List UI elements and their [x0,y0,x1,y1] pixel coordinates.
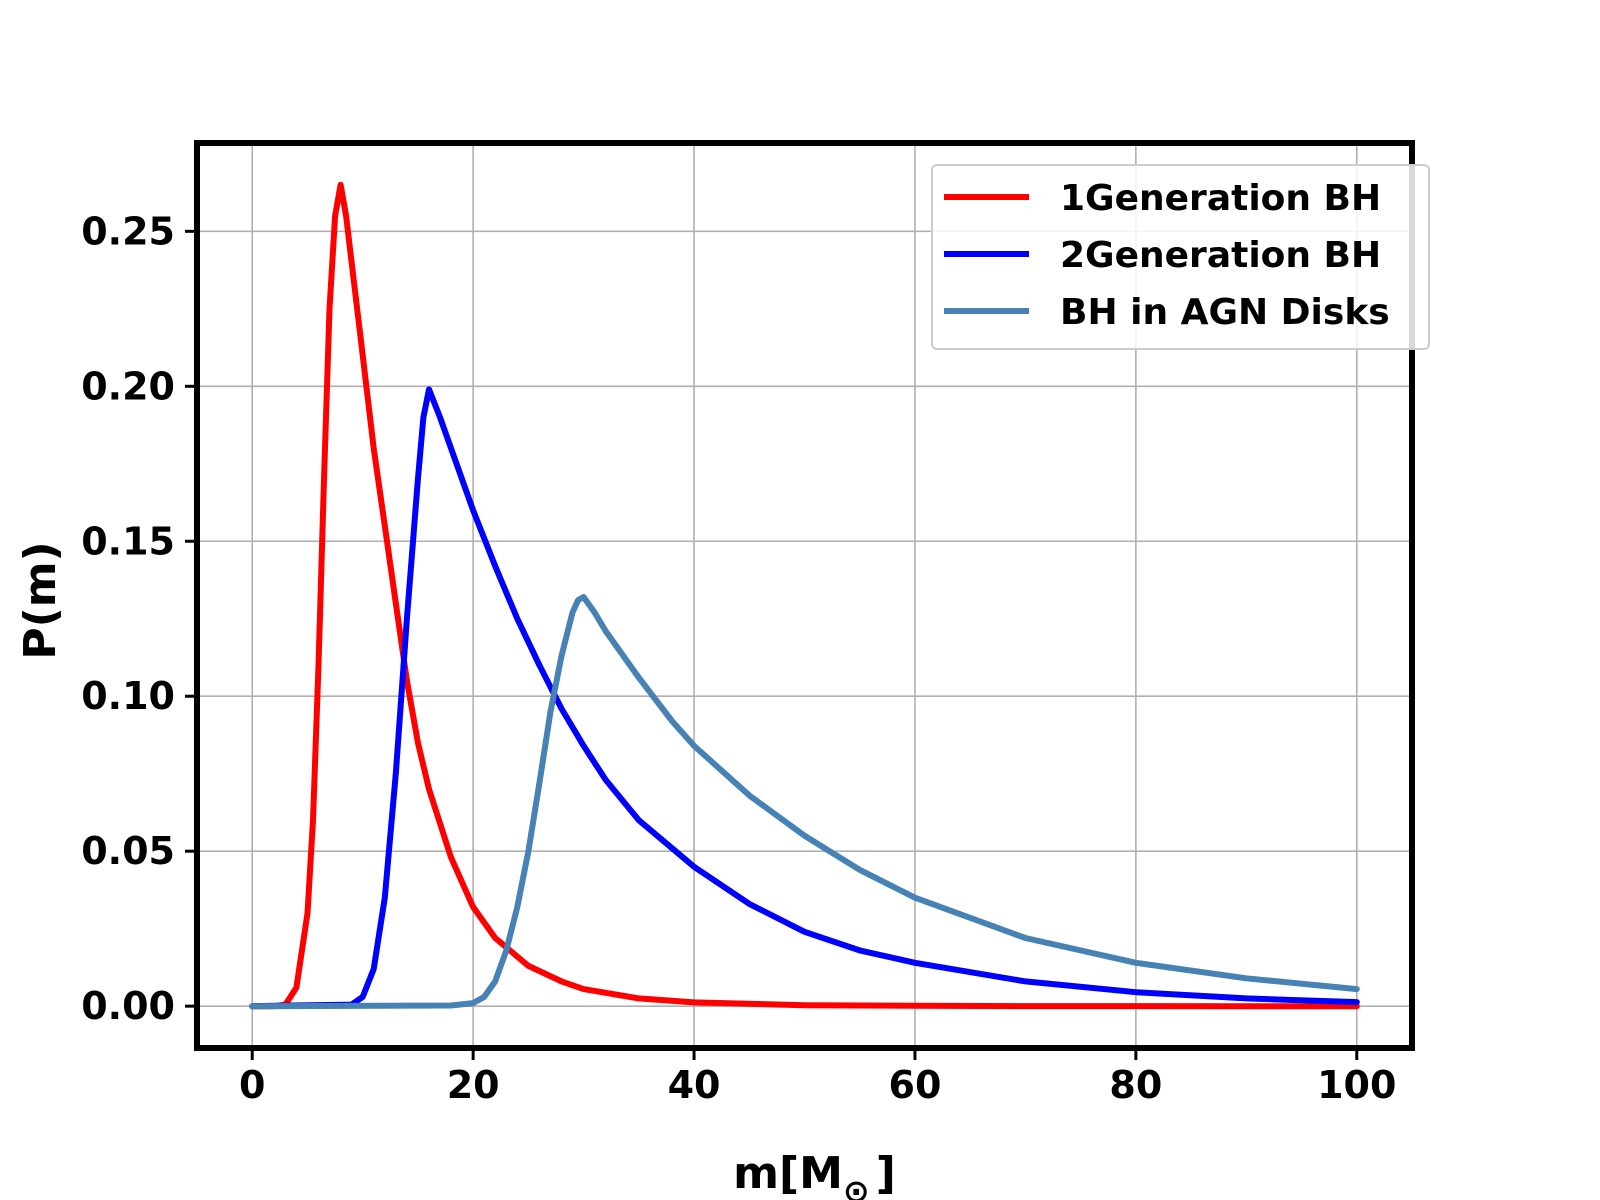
x-axis-label-sun-symbol: ⊙ [843,1172,870,1200]
x-tick-label: 60 [889,1063,942,1107]
y-tick-label: 0.10 [81,674,175,718]
plot-frame [194,140,1415,1051]
legend-label-2: 2Generation BH [1060,235,1381,276]
y-axis-label: P(m) [15,541,66,659]
y-tick-label: 0.15 [81,519,175,563]
y-tick-label: 0.05 [81,829,175,873]
x-axis-label-main: m[M [733,1148,843,1199]
series-lines [249,181,1360,1010]
series-line-1 [249,181,1360,1010]
legend-box [931,164,1430,350]
x-axis-label-close: ] [876,1148,896,1199]
x-axis-label: m[M⊙] [733,1148,896,1200]
axis-ticks: 0 20 40 60 80 100 0.00 0.05 0.10 0.15 0.20 0.25 [81,209,1396,1107]
legend: 1Generation BH 2Generation BH BH in AGN Di… [931,164,1430,350]
y-tick-label: 0.00 [81,984,175,1028]
y-tick-label: 0.20 [81,364,175,408]
y-tick-label: 0.25 [81,209,175,253]
legend-label-1: 1Generation BH [1060,178,1381,219]
legend-label-3: BH in AGN Disks [1060,292,1390,333]
x-tick-label: 40 [668,1063,721,1107]
x-tick-label: 100 [1317,1063,1396,1107]
series-line-2 [249,386,1360,1010]
series-line-3 [249,594,1360,1010]
x-tick-label: 0 [239,1063,265,1107]
x-tick-label: 80 [1109,1063,1162,1107]
x-tick-label: 20 [447,1063,500,1107]
